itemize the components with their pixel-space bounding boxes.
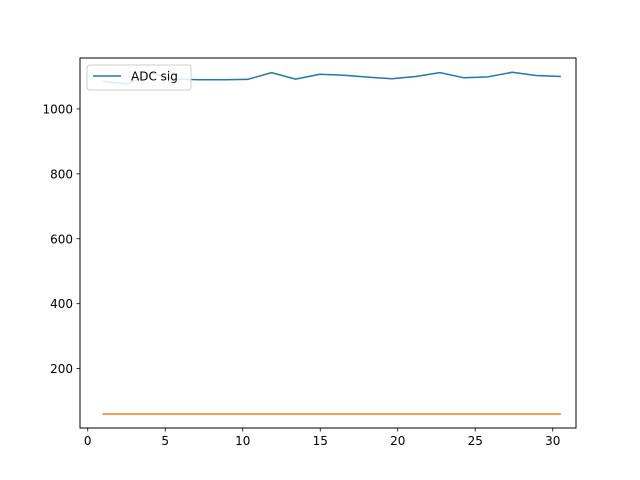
legend-label-adc-sig: ADC sig — [131, 70, 178, 84]
x-tick-label: 25 — [468, 434, 483, 448]
legend: ADC sig — [86, 64, 192, 91]
x-axis: 0 5 10 15 20 25 30 — [84, 428, 560, 448]
x-tick-label: 10 — [235, 434, 250, 448]
plot-frame — [79, 57, 577, 429]
x-tick-label: 30 — [545, 434, 560, 448]
x-tick-label: 0 — [84, 434, 92, 448]
x-tick-label: 5 — [161, 434, 169, 448]
y-tick-label: 200 — [50, 362, 73, 376]
y-tick-label: 1000 — [42, 102, 73, 116]
y-axis: 200 400 600 800 1000 — [42, 102, 80, 376]
x-tick-label: 20 — [390, 434, 405, 448]
y-tick-label: 400 — [50, 297, 73, 311]
y-tick-label: 800 — [50, 167, 73, 181]
legend-box — [86, 64, 192, 91]
x-tick-label: 15 — [313, 434, 328, 448]
y-tick-label: 600 — [50, 232, 73, 246]
